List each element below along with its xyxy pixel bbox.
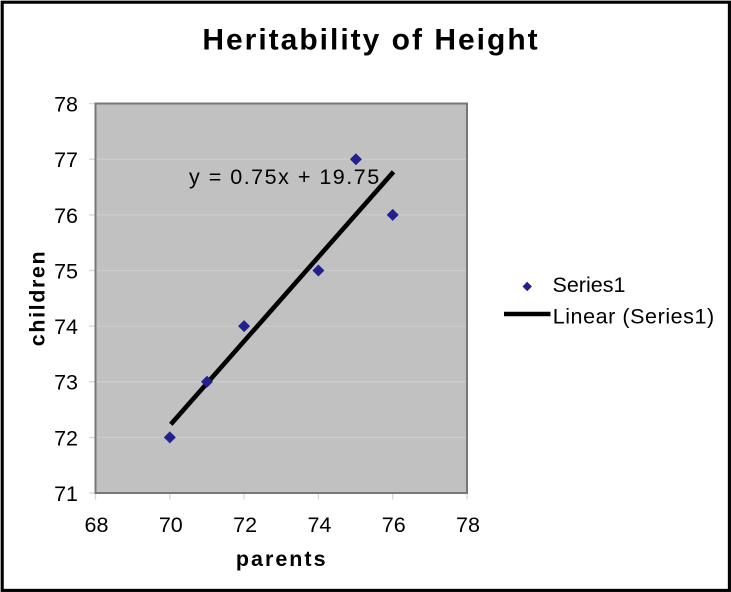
- svg-text:78: 78: [54, 93, 78, 117]
- svg-text:74: 74: [54, 315, 78, 339]
- svg-text:73: 73: [54, 371, 78, 395]
- svg-text:Series1: Series1: [553, 273, 626, 297]
- svg-text:71: 71: [54, 482, 78, 506]
- svg-text:Linear (Series1): Linear (Series1): [553, 305, 715, 329]
- svg-text:76: 76: [382, 513, 406, 537]
- svg-text:Heritability of Height: Heritability of Height: [202, 24, 539, 57]
- svg-text:78: 78: [456, 513, 480, 537]
- svg-text:72: 72: [233, 513, 257, 537]
- svg-text:76: 76: [54, 204, 78, 228]
- svg-text:77: 77: [54, 148, 78, 172]
- svg-text:parents: parents: [236, 547, 328, 571]
- svg-text:children: children: [25, 250, 49, 346]
- svg-text:y = 0.75x + 19.75: y = 0.75x + 19.75: [189, 165, 381, 189]
- svg-text:70: 70: [159, 513, 183, 537]
- svg-text:74: 74: [307, 513, 331, 537]
- svg-text:72: 72: [54, 426, 78, 450]
- svg-text:75: 75: [54, 260, 78, 284]
- svg-text:68: 68: [85, 513, 109, 537]
